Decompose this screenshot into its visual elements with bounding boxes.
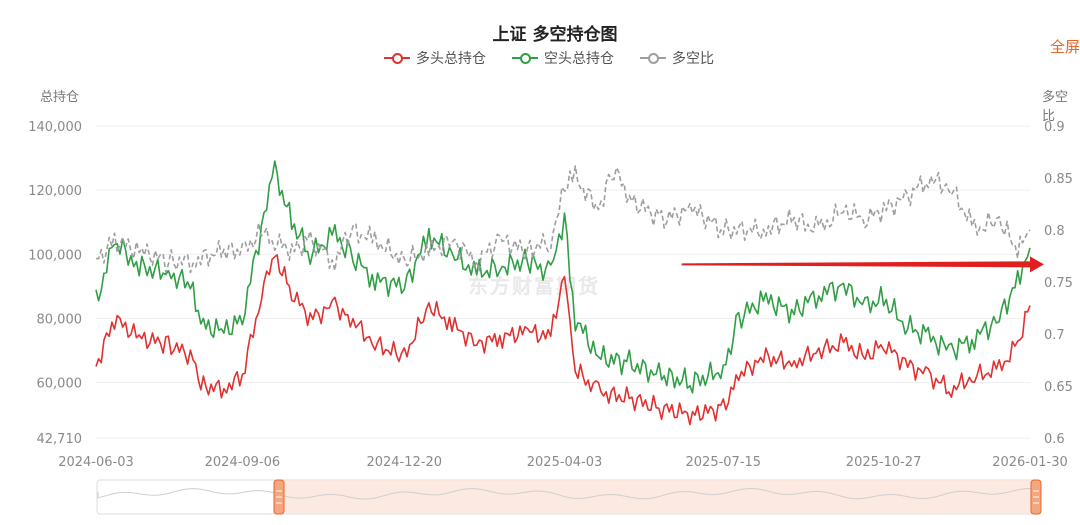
y-right-tick-label: 0.8 bbox=[1044, 224, 1065, 239]
annotation-arrow bbox=[681, 256, 1044, 273]
y-right-tick-label: 0.65 bbox=[1044, 380, 1073, 395]
legend-item-long[interactable]: 多头总持仓 bbox=[384, 48, 486, 68]
y-right-tick-label: 0.85 bbox=[1044, 172, 1073, 187]
y-right-tick-label: 0.9 bbox=[1044, 120, 1065, 135]
right-axis-name: 多空比 bbox=[1042, 90, 1069, 124]
fullscreen-button[interactable]: 全屏 bbox=[1049, 38, 1080, 56]
y-left-tick-label: 140,000 bbox=[28, 120, 82, 135]
y-left-tick-label: 120,000 bbox=[28, 184, 82, 199]
legend-item-short[interactable]: 空头总持仓 bbox=[512, 48, 614, 68]
series-line-ratio bbox=[95, 165, 1031, 274]
x-tick-label: 2025-07-15 bbox=[686, 455, 762, 470]
y-left-tick-label: 42,710 bbox=[37, 432, 83, 447]
x-tick-label: 2026-01-30 bbox=[992, 455, 1068, 470]
x-tick-label: 2024-09-06 bbox=[205, 455, 281, 470]
y-right-tick-label: 0.6 bbox=[1044, 432, 1065, 447]
x-tick-label: 2024-06-03 bbox=[58, 455, 134, 470]
legend-label-ratio: 多空比 bbox=[672, 51, 714, 67]
y-right-tick-label: 0.75 bbox=[1044, 276, 1073, 291]
legend-marker-long bbox=[384, 51, 410, 65]
left-axis-name: 总持仓 bbox=[40, 90, 80, 105]
y-right-tick-label: 0.7 bbox=[1044, 328, 1065, 343]
legend-label-short: 空头总持仓 bbox=[544, 51, 614, 67]
chart-title: 上证 多空持仓图 bbox=[492, 25, 618, 45]
zoom-slider-preview bbox=[97, 487, 1035, 500]
y-left-tick-label: 100,000 bbox=[28, 248, 82, 263]
series-line-long bbox=[95, 254, 1031, 426]
series-line-short bbox=[95, 160, 1031, 394]
x-tick-label: 2025-10-27 bbox=[846, 455, 922, 470]
legend-item-ratio[interactable]: 多空比 bbox=[640, 48, 714, 68]
chart-legend: 多头总持仓 空头总持仓 多空比 bbox=[384, 48, 714, 68]
legend-label-long: 多头总持仓 bbox=[416, 51, 486, 67]
legend-marker-ratio bbox=[640, 51, 666, 65]
legend-marker-short bbox=[512, 51, 538, 65]
y-left-tick-label: 80,000 bbox=[37, 312, 83, 327]
x-tick-label: 2025-04-03 bbox=[527, 455, 603, 470]
x-tick-label: 2024-12-20 bbox=[366, 455, 442, 470]
y-left-tick-label: 60,000 bbox=[37, 377, 83, 392]
